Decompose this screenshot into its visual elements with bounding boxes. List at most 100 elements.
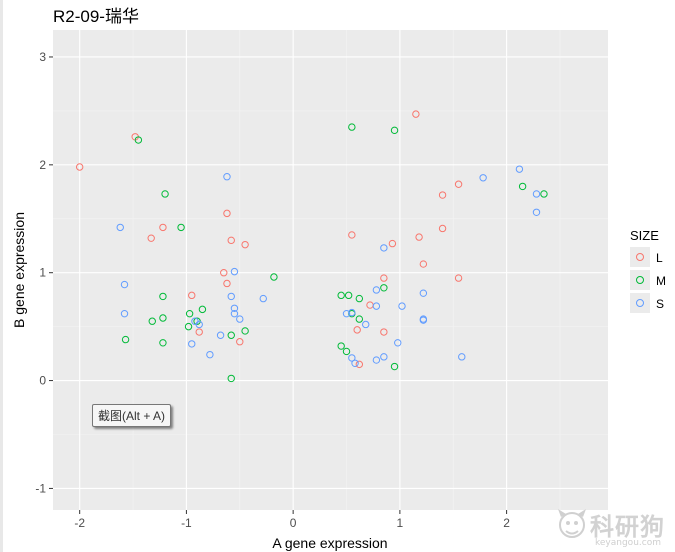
y-tick-label: 1 <box>39 266 46 280</box>
data-point-S <box>419 316 428 324</box>
data-point-M <box>348 123 356 131</box>
window-edge <box>0 0 3 552</box>
data-point-M <box>380 284 388 292</box>
watermark-text: 科研狗 <box>590 513 665 541</box>
x-tick-label: 2 <box>503 516 510 530</box>
data-point-M <box>390 362 399 371</box>
data-point-S <box>348 354 356 362</box>
data-point-L <box>227 236 235 245</box>
legend-key-bg <box>630 247 650 267</box>
data-point-S <box>216 331 225 339</box>
data-point-S <box>362 320 370 329</box>
data-point-S <box>351 359 359 368</box>
data-point-S <box>236 315 244 323</box>
data-point-L <box>188 291 196 300</box>
chart-title: R2-09-瑞华 <box>53 7 139 26</box>
data-point-M <box>159 292 167 301</box>
data-point-M <box>227 331 235 339</box>
data-point-S <box>230 304 239 312</box>
data-point-M <box>148 317 156 325</box>
data-point-M <box>390 126 399 135</box>
data-point-S <box>230 309 239 318</box>
data-point-S <box>223 172 231 181</box>
data-point-M <box>185 309 194 318</box>
data-point-L <box>75 163 84 171</box>
data-point-S <box>227 292 235 301</box>
data-point-L <box>388 239 397 248</box>
data-point-L <box>236 338 244 346</box>
data-point-M <box>134 136 143 144</box>
legend-label: S <box>656 297 664 311</box>
data-point-S <box>419 289 428 297</box>
data-point-L <box>355 360 364 369</box>
y-axis-label: B gene expression <box>11 212 27 328</box>
legend-label: M <box>656 274 666 288</box>
data-point-M <box>177 223 185 232</box>
data-point-S <box>515 165 524 173</box>
legend-key-bg <box>630 293 650 313</box>
legend-key-bg <box>630 270 650 290</box>
plot-panel <box>53 30 608 510</box>
legend-key-S <box>636 299 644 307</box>
data-point-S <box>372 356 381 364</box>
data-point-S <box>394 339 402 347</box>
data-point-S <box>398 302 406 310</box>
data-point-M <box>198 305 207 314</box>
dog-logo-icon <box>558 509 586 538</box>
data-point-L <box>159 223 167 232</box>
x-axis-label: A gene expression <box>272 535 387 551</box>
data-point-M <box>227 374 235 383</box>
data-point-L <box>419 260 428 268</box>
y-tick-label: 3 <box>39 50 46 64</box>
data-point-S <box>195 320 203 329</box>
data-point-L <box>348 231 356 239</box>
data-point-S <box>372 286 381 294</box>
major-grid <box>53 30 608 510</box>
data-point-L <box>380 274 388 282</box>
y-tick-label: -1 <box>35 481 46 495</box>
data-points <box>75 110 548 383</box>
data-point-M <box>159 339 167 347</box>
data-point-M <box>344 291 353 300</box>
data-point-L <box>223 279 231 288</box>
data-point-M <box>159 314 167 322</box>
y-tick-label: 0 <box>39 374 46 388</box>
data-point-M <box>355 294 364 303</box>
data-point-S <box>120 280 129 289</box>
data-point-S <box>206 350 214 359</box>
data-point-L <box>353 326 361 334</box>
data-point-M <box>184 322 193 331</box>
legend-key-L <box>636 253 644 261</box>
data-point-L <box>195 328 203 336</box>
data-point-M <box>161 190 169 198</box>
data-point-L <box>454 180 463 188</box>
data-point-M <box>540 190 548 198</box>
data-point-M <box>270 273 278 281</box>
data-point-L <box>380 328 388 336</box>
legend-title: SIZE <box>630 228 659 243</box>
data-point-L <box>412 110 420 118</box>
legend-key-M <box>636 276 644 284</box>
data-point-S <box>120 309 129 318</box>
data-point-L <box>454 274 463 282</box>
data-point-S <box>380 244 388 252</box>
data-point-S <box>479 174 487 182</box>
minor-grid <box>53 30 608 510</box>
data-point-S <box>372 302 381 310</box>
data-point-M <box>337 291 345 300</box>
x-tick-label: -1 <box>181 516 192 530</box>
data-point-L <box>438 191 447 199</box>
data-point-L <box>223 209 231 218</box>
data-point-S <box>348 308 356 317</box>
watermark-url: keyangou.com <box>595 538 661 548</box>
data-point-L <box>241 240 249 249</box>
x-axis-ticks: -2 -1 0 1 2 <box>74 510 510 530</box>
data-point-L <box>438 224 447 233</box>
data-point-S <box>342 309 351 318</box>
data-point-S <box>259 294 267 303</box>
screenshot-tooltip: 截图(Alt + A) <box>92 404 172 427</box>
data-point-S <box>532 208 541 216</box>
legend-label: L <box>656 251 663 265</box>
data-point-L <box>220 268 228 277</box>
